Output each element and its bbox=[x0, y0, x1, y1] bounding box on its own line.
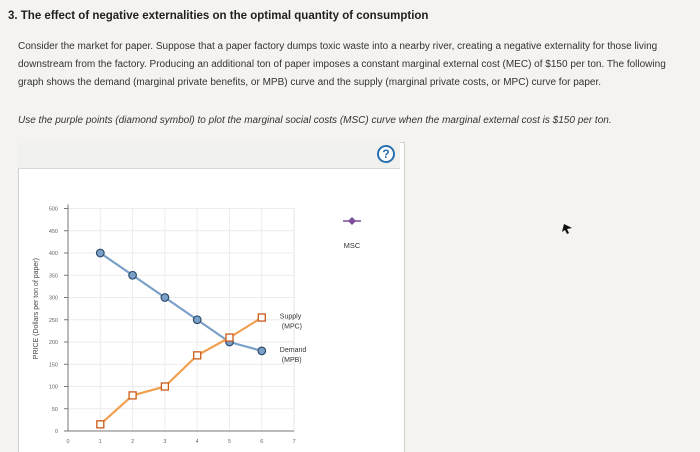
question-paragraph: Consider the market for paper. Suppose t… bbox=[18, 41, 666, 88]
instruction-text: Use the purple points (diamond symbol) t… bbox=[18, 115, 612, 126]
graph-panel bbox=[18, 142, 405, 452]
help-icon[interactable]: ? bbox=[377, 145, 395, 163]
question-title: 3. The effect of negative externalities … bbox=[8, 10, 429, 22]
cursor-icon bbox=[562, 224, 572, 234]
graph-toolbar bbox=[18, 142, 400, 169]
